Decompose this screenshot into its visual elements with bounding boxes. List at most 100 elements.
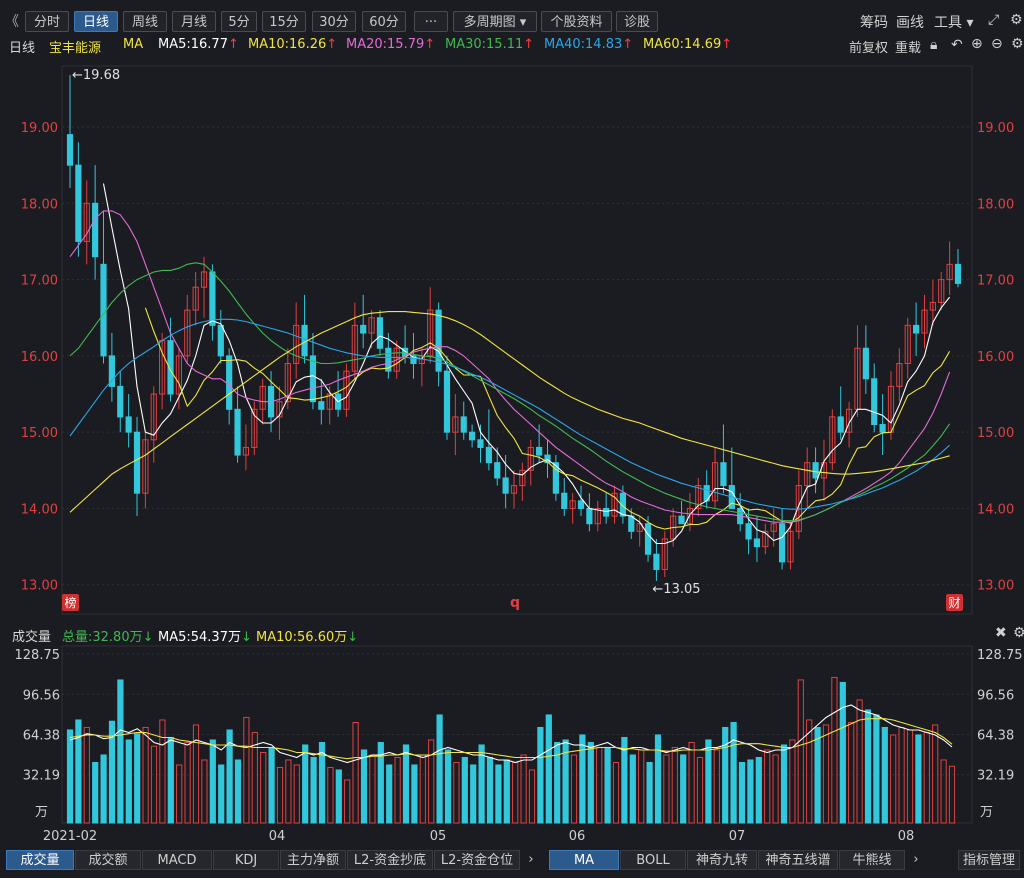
tab-daily[interactable]: 日线 [74, 11, 118, 32]
candle-body [913, 324, 920, 334]
tab-ma[interactable]: MA [549, 850, 619, 870]
volume-bar [612, 761, 620, 824]
ma-line-ma60 [69, 311, 950, 513]
volume-bar [688, 741, 695, 824]
x-tick-label: 08 [898, 829, 915, 844]
stock-info-button[interactable]: 个股资料 [541, 11, 612, 32]
draw-button[interactable]: 画线 [896, 15, 924, 31]
tabs-right-next-icon[interactable]: › [913, 852, 919, 867]
volume-bar [755, 756, 762, 824]
tab-volume[interactable]: 成交量 [6, 850, 74, 870]
tab-intraday[interactable]: 分时 [25, 11, 69, 32]
candle-body [326, 393, 333, 410]
tab-weekly[interactable]: 周线 [123, 11, 167, 32]
price-panel-frame [61, 65, 973, 615]
candle-body [552, 462, 559, 494]
volume-bar [150, 745, 158, 824]
volume-bar [470, 764, 477, 824]
volume-bar [344, 779, 351, 824]
volume-bar [176, 764, 183, 824]
volume-unit-left: 万 [35, 805, 48, 820]
tab-macd[interactable]: MACD [142, 850, 212, 870]
volume-total: 总量:32.80万↓ [62, 630, 154, 645]
candle-body [745, 523, 752, 540]
volume-bar [654, 734, 662, 824]
candle-body [184, 309, 191, 357]
candle-body [711, 462, 719, 502]
lock-icon[interactable]: 🔒︎ [930, 37, 938, 53]
tab-monthly[interactable]: 月线 [172, 11, 216, 32]
tabs-next-icon[interactable]: › [528, 852, 534, 867]
candle-body [209, 271, 216, 326]
volume-bar [268, 746, 275, 824]
tab-15min[interactable]: 15分 [262, 11, 306, 32]
volume-bar [234, 759, 242, 824]
tab-5min[interactable]: 5分 [221, 11, 257, 32]
tab-kdj[interactable]: KDJ [213, 850, 279, 870]
candle-body [259, 385, 266, 410]
candle-body [519, 469, 526, 487]
tab-turnover[interactable]: 成交额 [75, 850, 141, 870]
volume-tick-right: 96.56 [977, 688, 1014, 703]
more-periods-button[interactable]: ··· [414, 11, 448, 32]
candle-body [586, 507, 593, 525]
diagnose-button[interactable]: 诊股 [616, 11, 658, 32]
candle-body [309, 355, 317, 403]
collapse-icon[interactable]: 《 [5, 14, 19, 30]
tools-dropdown[interactable]: 工具 ▾ [934, 15, 974, 31]
candle-body [946, 263, 953, 281]
ma-line-ma30 [69, 262, 951, 522]
chips-button[interactable]: 筹码 [860, 15, 888, 31]
volume-bar [327, 766, 334, 824]
ma-value-2: MA20:15.79↑ [346, 37, 436, 52]
ma-line-ma5 [102, 183, 951, 545]
volume-bar [638, 749, 645, 824]
close-icon[interactable]: ✖ [995, 625, 1007, 641]
candle-body [251, 408, 258, 448]
candle-body [896, 363, 903, 387]
zoom-in-icon[interactable]: ⊕ [971, 36, 983, 52]
multi-period-dropdown[interactable]: 多周期图 ▾ [453, 11, 537, 32]
candle-body [192, 286, 199, 311]
volume-bar [747, 759, 754, 824]
tab-five-lines[interactable]: 神奇五线谱 [758, 850, 838, 870]
candle-body [502, 477, 509, 494]
volume-bar [520, 754, 527, 824]
candle-body [393, 347, 400, 372]
tab-nine-turn[interactable]: 神奇九转 [687, 850, 757, 870]
candle-body [787, 530, 794, 563]
candle-body [133, 431, 141, 494]
tab-l2-bottom[interactable]: L2-资金抄底 [347, 850, 433, 870]
tab-bull-bear[interactable]: 牛熊线 [839, 850, 905, 870]
candle-body [75, 164, 82, 242]
reload-button[interactable]: 重载 [895, 41, 922, 56]
undo-icon[interactable]: ↶ [951, 37, 963, 53]
tab-30min[interactable]: 30分 [312, 11, 356, 32]
tab-main-net[interactable]: 主力净额 [280, 850, 346, 870]
forward-adjust-button[interactable]: 前复权 [849, 41, 889, 56]
tab-l2-position[interactable]: L2-资金仓位 [434, 850, 520, 870]
volume-bar [486, 756, 494, 824]
settings-icon[interactable]: ⚙ [1010, 12, 1023, 28]
volume-bar [461, 756, 468, 824]
expand-icon[interactable]: ⤢ [988, 12, 1000, 28]
candle-body [125, 416, 132, 433]
candle-body [100, 263, 107, 357]
volume-bar [226, 729, 233, 824]
tab-60min[interactable]: 60分 [362, 11, 406, 32]
volume-bar [562, 739, 569, 824]
zoom-out-icon[interactable]: ⊖ [991, 36, 1003, 52]
candle-body [150, 393, 157, 441]
candle-body [904, 324, 911, 365]
options-icon[interactable]: ⚙ [1011, 36, 1024, 52]
tab-boll[interactable]: BOLL [620, 850, 686, 870]
indicator-manage-button[interactable]: 指标管理 [958, 850, 1020, 870]
candle-body [628, 515, 635, 532]
candle-body [544, 454, 551, 464]
volume-bar [528, 769, 536, 824]
volume-settings-icon[interactable]: ⚙ [1013, 625, 1024, 641]
candle-body [720, 462, 727, 487]
volume-bar [209, 739, 216, 824]
volume-bar [201, 759, 208, 824]
